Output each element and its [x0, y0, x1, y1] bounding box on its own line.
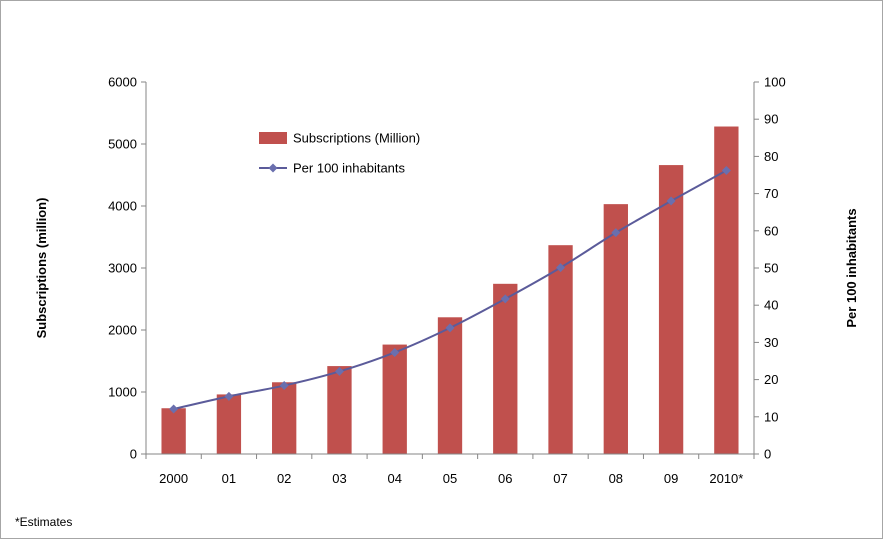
bar-08 [603, 204, 628, 454]
bar-05 [437, 317, 463, 454]
bar-04 [382, 344, 407, 454]
line-point-07 [556, 263, 566, 273]
line-point-06 [500, 294, 510, 304]
line-point-03 [334, 366, 344, 376]
bar-01 [216, 394, 242, 454]
x-tick-label: 06 [498, 471, 512, 486]
line-point-02 [279, 381, 289, 391]
y2-axis-title: Per 100 inhabitants [844, 208, 859, 327]
line-point-04 [390, 347, 400, 357]
y2-tick-label: 100 [764, 75, 786, 90]
y2-tick-label: 30 [764, 335, 778, 350]
x-tick-label: 07 [553, 471, 567, 486]
line-point-05 [445, 323, 455, 333]
line-point-09 [666, 196, 676, 206]
y-tick-label: 6000 [108, 75, 137, 90]
footnote: *Estimates [15, 515, 73, 529]
x-tick-label: 05 [443, 471, 457, 486]
legend-label-per-100: Per 100 inhabitants [293, 161, 406, 176]
y2-tick-label: 0 [764, 447, 771, 462]
bar-09 [658, 165, 684, 454]
y2-tick-label: 40 [764, 298, 778, 313]
y2-tick-label: 50 [764, 261, 778, 276]
x-tick-label: 04 [387, 471, 401, 486]
y2-tick-label: 70 [764, 186, 778, 201]
line-point-2010* [721, 166, 731, 176]
y2-tick-label: 10 [764, 409, 778, 424]
y-tick-label: 4000 [108, 199, 137, 214]
x-tick-label: 03 [332, 471, 346, 486]
x-tick-label: 08 [609, 471, 623, 486]
bar-02 [272, 382, 297, 454]
bar-2010* [714, 126, 739, 455]
legend-marker-per-100 [268, 163, 278, 173]
legend-label-subscriptions: Subscriptions (Million) [293, 131, 420, 146]
y-axis-title: Subscriptions (million) [34, 198, 49, 339]
y2-tick-label: 80 [764, 149, 778, 164]
x-tick-label: 2010* [709, 471, 743, 486]
y2-tick-label: 90 [764, 112, 778, 127]
x-tick-label: 02 [277, 471, 291, 486]
bar-07 [548, 245, 573, 454]
x-tick-label: 09 [664, 471, 678, 486]
x-tick-label: 01 [222, 471, 236, 486]
y-tick-label: 1000 [108, 385, 137, 400]
y2-tick-label: 20 [764, 372, 778, 387]
y-tick-label: 0 [130, 447, 137, 462]
y-tick-label: 2000 [108, 323, 137, 338]
line-point-01 [224, 391, 234, 401]
legend-swatch-subscriptions [259, 132, 287, 144]
line-point-08 [611, 228, 621, 238]
line-point-2000 [169, 404, 179, 414]
bar-03 [327, 366, 352, 454]
y-tick-label: 3000 [108, 261, 137, 276]
bar-06 [493, 283, 518, 454]
y2-tick-label: 60 [764, 223, 778, 238]
x-tick-label: 2000 [159, 471, 188, 486]
y-tick-label: 5000 [108, 137, 137, 152]
bar-2000 [161, 408, 186, 454]
